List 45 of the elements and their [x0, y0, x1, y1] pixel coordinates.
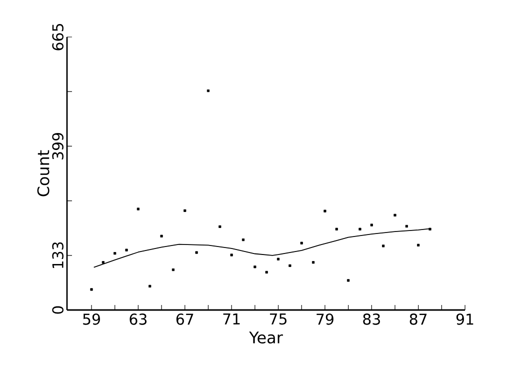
y-tick-label: 0 [52, 306, 64, 314]
x-tick-label: 75 [270, 314, 286, 325]
point [347, 279, 350, 282]
point [276, 258, 280, 260]
y-tick-label: 665 [52, 24, 64, 50]
point [265, 270, 268, 274]
y-axis-title: Count [37, 150, 50, 196]
x-tick-label: 71 [223, 314, 240, 324]
point [218, 225, 222, 228]
point [230, 254, 233, 256]
point [136, 208, 140, 210]
point [172, 268, 175, 272]
point [324, 210, 326, 212]
point [114, 252, 116, 255]
point [428, 228, 432, 230]
point [254, 266, 256, 268]
point [405, 224, 408, 228]
point [160, 234, 163, 238]
point [90, 288, 93, 291]
point [417, 244, 420, 246]
point [184, 209, 186, 212]
x-axis-title: Year [249, 332, 283, 344]
point [358, 228, 362, 230]
point [312, 261, 315, 264]
point [148, 284, 152, 288]
point [335, 228, 338, 230]
point [288, 264, 292, 267]
x-tick-label: 79 [316, 314, 334, 325]
point [206, 89, 210, 92]
x-tick-label: 91 [456, 314, 474, 325]
point [102, 261, 104, 264]
point [242, 238, 245, 242]
y-tick-label: 133 [52, 242, 64, 268]
x-tick-label: 63 [130, 314, 147, 325]
point [382, 244, 385, 248]
point [125, 248, 128, 252]
point [300, 242, 303, 244]
x-tick-label: 59 [83, 314, 100, 325]
x-tick-label: 87 [410, 314, 427, 325]
x-tick-label: 67 [176, 314, 194, 325]
point [370, 224, 373, 226]
point [195, 251, 198, 254]
x-tick-label: 83 [363, 314, 380, 325]
y-tick-label: 399 [52, 132, 64, 160]
point [394, 214, 396, 216]
